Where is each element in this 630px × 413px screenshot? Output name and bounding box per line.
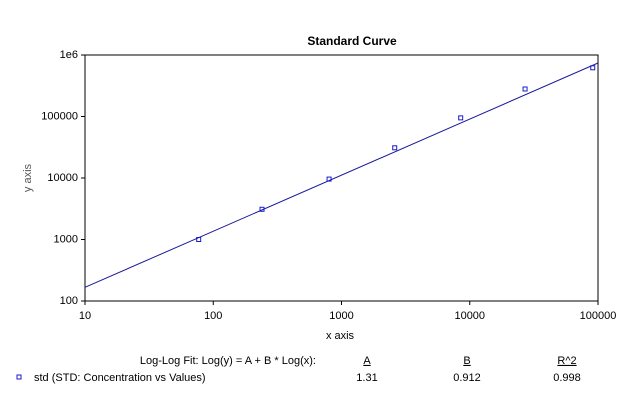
y-tick-label: 1000 [54,233,78,245]
legend-marker [16,374,22,380]
data-point [326,176,332,182]
data-point [259,206,265,212]
data-point [522,86,528,92]
fit-line [84,62,599,288]
y-tick-label: 10000 [47,172,78,184]
x-tick-label: 10000 [454,310,485,322]
y-axis-label: y axis [22,163,34,192]
data-point [196,237,202,242]
fit-label: Log-Log Fit: Log(y) = A + B * Log(x): [140,355,316,367]
fit-value: 1.31 [356,372,377,384]
x-tick-label: 1000 [329,310,353,322]
x-tick-label: 100 [204,310,222,322]
legend-label: std (STD: Concentration vs Values) [34,372,206,384]
fit-value: 0.912 [453,372,481,384]
data-point [458,115,464,121]
y-tick-label: 100000 [41,110,78,122]
x-tick-label: 10 [79,310,91,322]
data-point [392,145,398,151]
x-tick-label: 100000 [580,310,617,322]
y-tick-label: 100 [60,295,78,307]
plot-frame [84,54,599,302]
chart-title: Standard Curve [307,34,397,48]
data-point [590,65,596,71]
fit-header: A [363,355,371,367]
fit-header: R^2 [557,355,576,367]
fit-value: 0.998 [553,372,581,384]
y-tick-label: 1e6 [60,49,78,61]
x-axis-label: x axis [326,330,355,342]
fit-header: B [463,355,470,367]
